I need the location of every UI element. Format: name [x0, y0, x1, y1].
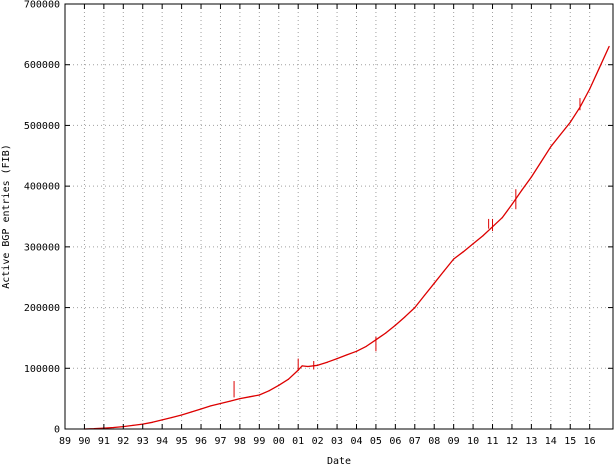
- data-point: [132, 424, 134, 426]
- x-tick-label: 04: [350, 436, 362, 447]
- data-point: [190, 411, 192, 413]
- data-point: [268, 390, 270, 392]
- data-point: [511, 203, 513, 205]
- x-tick-label: 90: [78, 436, 90, 447]
- x-tick-label: 98: [234, 436, 246, 447]
- data-point: [559, 133, 562, 136]
- x-axis-ticks: 89 90 91 92 93 94 95 96 97 98 99 00 01 02 03 04 05 06 07 08…: [59, 4, 596, 447]
- x-tick-label: 89: [59, 436, 71, 447]
- x-tick-label: 95: [176, 436, 188, 447]
- y-tick-label: 400000: [24, 182, 60, 193]
- data-point: [608, 45, 610, 48]
- data-point: [180, 414, 183, 416]
- data-point: [462, 251, 464, 253]
- data-point: [317, 364, 319, 366]
- data-point: [569, 121, 571, 123]
- series-line: [84, 46, 610, 430]
- data-point: [326, 361, 328, 363]
- data-point: [598, 67, 600, 69]
- data-point: [171, 416, 173, 419]
- x-tick-label: 12: [506, 436, 518, 447]
- x-tick-label: 01: [292, 436, 304, 447]
- y-tick-label: 600000: [24, 60, 60, 71]
- x-tick-label: 93: [137, 436, 149, 447]
- x-tick-label: 09: [448, 436, 460, 447]
- data-point: [394, 324, 396, 326]
- data-point: [112, 426, 115, 429]
- x-tick-label: 91: [98, 436, 110, 447]
- data-point: [550, 146, 552, 148]
- data-point: [336, 357, 338, 360]
- y-tick-label: 300000: [24, 242, 60, 253]
- data-point: [301, 365, 303, 367]
- x-tick-label: 15: [564, 436, 576, 447]
- x-tick-label: 10: [467, 436, 479, 447]
- y-tick-label: 700000: [24, 0, 60, 11]
- series-layer: [83, 45, 610, 430]
- x-tick-label: 00: [273, 436, 285, 447]
- x-tick-label: 13: [525, 436, 537, 447]
- data-point: [589, 88, 591, 90]
- data-point: [482, 235, 484, 237]
- x-tick-label: 07: [409, 436, 421, 447]
- x-tick-label: 08: [428, 436, 440, 447]
- data-point: [151, 421, 154, 423]
- x-tick-label: 14: [545, 436, 557, 447]
- data-point: [385, 332, 387, 334]
- data-point: [423, 294, 426, 297]
- data-point: [258, 394, 260, 396]
- data-point: [229, 400, 231, 402]
- data-point: [355, 350, 358, 352]
- data-point: [307, 365, 309, 368]
- y-tick-label: 0: [54, 425, 60, 436]
- y-axis-title: Active BGP entries (FIB): [1, 144, 12, 289]
- data-point: [200, 408, 202, 410]
- x-axis-title: Date: [327, 456, 351, 466]
- x-tick-label: 03: [331, 436, 343, 447]
- x-tick-label: 99: [253, 436, 265, 447]
- data-point: [404, 316, 406, 318]
- data-point: [540, 161, 542, 163]
- y-tick-label: 200000: [24, 303, 60, 314]
- x-tick-label: 94: [156, 436, 168, 447]
- x-tick-label: 05: [370, 436, 382, 447]
- y-axis-ticks: 0 100000 200000 300000 400000 500000 600000 700…: [24, 0, 613, 436]
- data-point: [443, 270, 445, 272]
- x-tick-label: 06: [389, 436, 401, 447]
- x-tick-label: 16: [584, 436, 596, 447]
- y-tick-label: 100000: [24, 364, 60, 375]
- data-point: [249, 396, 251, 398]
- x-tick-label: 92: [117, 436, 129, 447]
- data-point: [530, 176, 532, 178]
- x-tick-label: 96: [195, 436, 207, 447]
- y-tick-label: 500000: [24, 121, 60, 132]
- data-point: [278, 384, 280, 386]
- data-point: [472, 243, 474, 245]
- data-point: [501, 217, 503, 219]
- data-point: [161, 419, 163, 421]
- data-point: [414, 306, 416, 309]
- data-point: [219, 402, 222, 405]
- data-point: [365, 345, 367, 348]
- data-point: [210, 405, 212, 407]
- x-tick-label: 97: [214, 436, 226, 447]
- data-point: [346, 354, 348, 356]
- grid: [64, 4, 613, 429]
- data-point: [521, 189, 523, 191]
- x-tick-label: 11: [486, 436, 498, 447]
- x-tick-label: 02: [312, 436, 324, 447]
- data-point: [239, 398, 241, 400]
- data-point: [453, 258, 455, 260]
- plot-frame: [64, 3, 614, 430]
- data-point: [287, 378, 290, 380]
- data-point: [433, 282, 435, 284]
